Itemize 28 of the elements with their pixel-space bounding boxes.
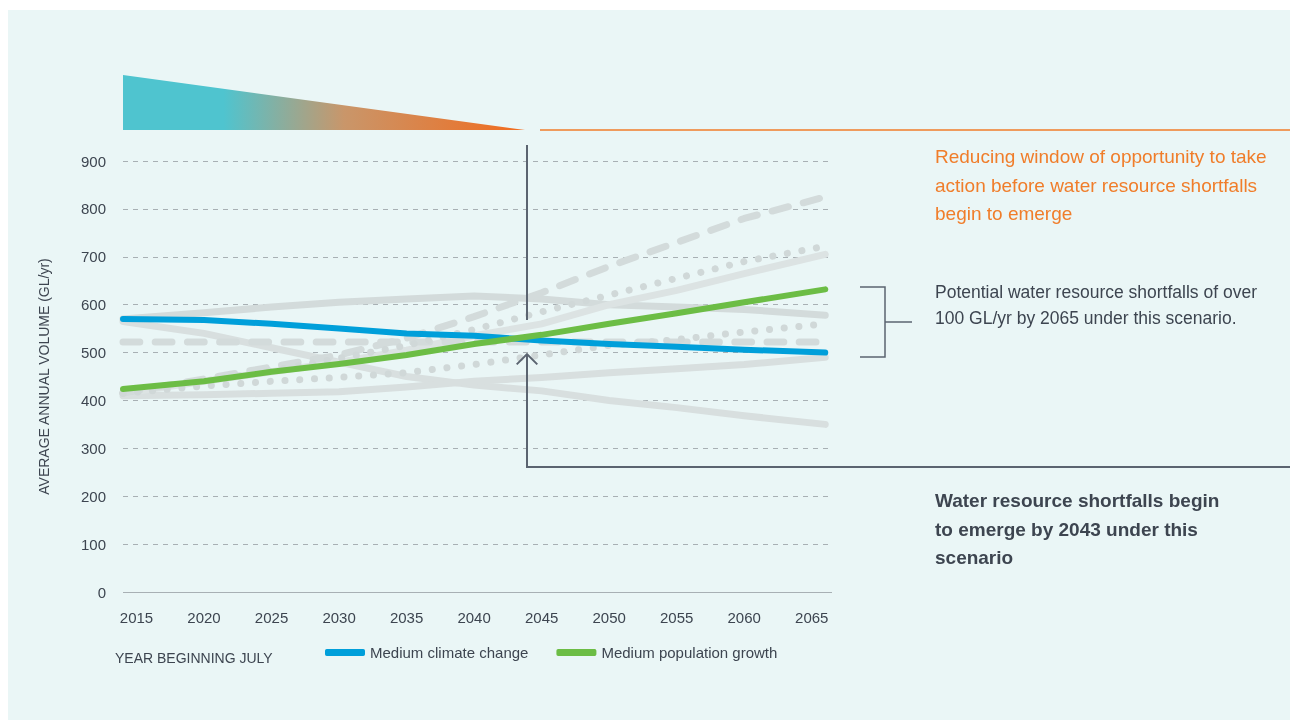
x-tick-label: 2020 [187,609,221,626]
y-tick-label: 900 [80,152,106,170]
x-tick-label: 2060 [727,609,761,626]
legend-label: Medium climate change [370,644,529,661]
y-tick-label: 300 [80,439,106,457]
y-tick-label: 0 [97,583,106,601]
x-tick-label: 2015 [119,609,154,626]
y-tick-label: 400 [80,391,106,409]
x-axis-title: YEAR BEGINNING JULY [115,650,274,666]
text: Potential water resource shortfalls of over 100 GL/yr by 2065 under this scenario. [935,281,1258,331]
text: Water resource shortfalls begin to emerge by 2043 under this scenario [935,489,1221,570]
legend-label: Medium population growth [601,644,778,661]
y-tick-label: 800 [80,200,106,218]
y-tick-label: 200 [80,487,106,505]
x-tick-label: 2065 [795,609,829,626]
x-tick-label: 2025 [254,609,289,626]
x-tick-label: 2045 [524,609,559,626]
y-tick-label: 700 [80,248,106,266]
y-axis-title: AVERAGE ANNUAL VOLUME (GL/yr) [36,258,52,495]
x-tick-label: 2030 [322,609,356,626]
text: Reducing window of opportunity to take action before water resource shortfalls begin to emerge [935,145,1268,226]
y-tick-label: 500 [80,344,106,362]
x-tick-label: 2035 [389,609,424,626]
x-tick-label: 2050 [592,609,626,626]
x-tick-label: 2055 [660,609,694,626]
x-tick-label: 2040 [457,609,491,626]
y-tick-label: 100 [80,535,106,553]
y-tick-label: 600 [80,296,106,314]
